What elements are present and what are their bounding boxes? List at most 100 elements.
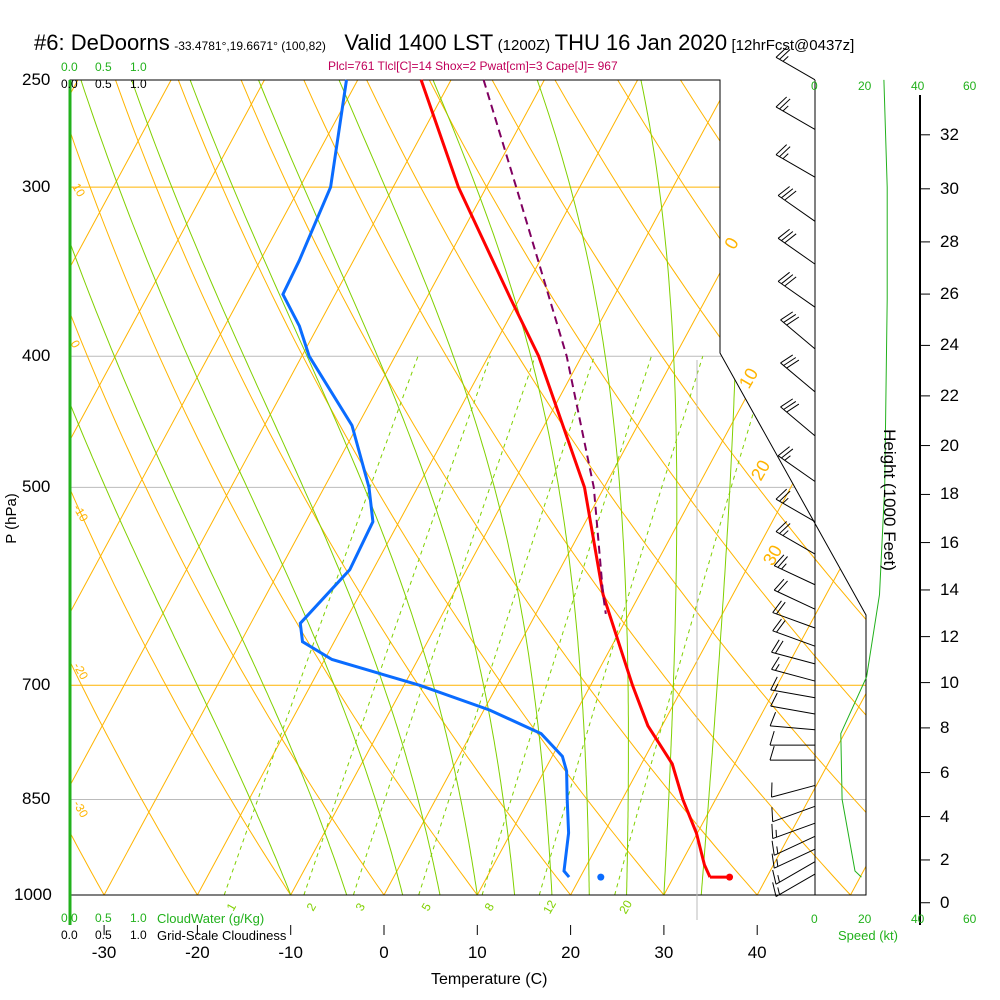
wind-barb	[780, 398, 816, 437]
pressure-tick-label: 250	[22, 69, 51, 89]
barb-feather	[772, 600, 782, 613]
barb-feather	[774, 640, 784, 654]
wind-barb	[777, 186, 816, 222]
pressure-tick-label: 400	[22, 346, 51, 366]
wind-barb	[775, 96, 816, 130]
barb-shaft	[774, 565, 816, 586]
moist-adiabat	[70, 80, 292, 895]
barb-feather	[775, 46, 788, 58]
height-tick-label: 6	[940, 762, 950, 782]
speed-tick-top-1: 20	[858, 79, 872, 93]
barb-feather	[777, 228, 790, 239]
barb-feather	[780, 311, 794, 321]
barb-feather	[782, 153, 789, 160]
barb-feather	[784, 233, 797, 244]
barb-feather	[771, 656, 780, 670]
wind-barb	[777, 228, 816, 265]
wind-barb	[775, 521, 816, 555]
speed-tick-bottom-2: 40	[911, 912, 925, 926]
speed-tick-bottom-3: 60	[963, 912, 977, 926]
barb-shaft	[777, 280, 816, 308]
barb-feather	[783, 314, 797, 323]
barb-shaft	[780, 406, 816, 437]
x-tick-label: 10	[467, 943, 487, 962]
barb-feather	[772, 618, 782, 632]
isotherm-line	[756, 80, 866, 895]
barb-shaft	[774, 848, 816, 869]
wind-barb	[775, 46, 816, 81]
height-tick-label: 4	[940, 806, 950, 826]
cloudiness-tick-top-1: 0.5	[95, 77, 112, 91]
height-tick-label: 18	[940, 484, 959, 504]
barb-feather	[786, 403, 800, 413]
height-tick-label: 22	[940, 385, 959, 405]
barb-feather	[782, 497, 789, 504]
height-tick-label: 10	[940, 672, 959, 692]
barb-feather	[769, 730, 775, 746]
pressure-tick-label: 850	[22, 789, 51, 809]
barb-feather	[777, 580, 788, 593]
wind-barb	[773, 554, 816, 586]
wind-barb	[771, 835, 816, 856]
height-tick-label: 30	[940, 178, 959, 198]
dry-adiabat	[168, 80, 665, 895]
barb-feather	[781, 188, 794, 199]
barb-shaft	[775, 56, 816, 81]
barb-feather	[779, 146, 791, 158]
barb-feather	[781, 563, 787, 570]
barb-feather	[784, 455, 791, 461]
wind-barb	[769, 730, 815, 746]
barb-feather	[774, 683, 779, 691]
barb-feather	[773, 578, 785, 591]
dry-adiabat	[416, 80, 866, 895]
wind-barb	[771, 656, 816, 682]
cloudwater-tick-bottom-1: 0.5	[95, 911, 112, 925]
cloudiness-tick-top-0: 0.0	[61, 77, 78, 91]
cloudwater-tick-bottom-0: 0.0	[61, 911, 78, 925]
x-tick-label: -10	[278, 943, 303, 962]
barb-shaft	[775, 861, 816, 885]
barb-feather	[771, 823, 774, 839]
barb-feather	[782, 55, 789, 62]
x-tick-label: -20	[185, 943, 210, 962]
mixing-ratio-line	[481, 356, 652, 895]
height-tick-label: 32	[940, 124, 959, 144]
barb-feather	[777, 887, 780, 895]
barb-shaft	[770, 689, 816, 699]
wind-barb	[772, 600, 816, 629]
barb-feather	[776, 846, 779, 854]
speed-axis-label: Speed (kt)	[838, 928, 898, 943]
barb-feather	[781, 448, 794, 459]
wind-barb	[777, 446, 816, 482]
barb-feather	[786, 316, 800, 326]
barb-shaft	[777, 455, 816, 482]
y-axis-title: P (hPa)	[2, 493, 20, 544]
height-tick-label: 12	[940, 626, 959, 646]
barb-feather	[773, 554, 785, 567]
barb-feather	[784, 190, 797, 201]
forecast-info: [12hrFcst@0437z]	[731, 37, 855, 54]
barb-shaft	[774, 835, 816, 856]
wind-barb	[775, 144, 816, 178]
wind-barb	[772, 618, 816, 647]
dry-adiabat	[354, 80, 866, 895]
wind-barb	[770, 676, 816, 699]
height-tick-label: 20	[940, 435, 959, 455]
height-tick-label: 14	[940, 579, 959, 599]
barb-feather	[783, 357, 797, 366]
wind-barb	[777, 271, 816, 308]
barb-feather	[772, 869, 777, 885]
wind-barb	[771, 805, 816, 823]
cloudwater-tick-top-0: 0.0	[61, 60, 78, 74]
barb-feather	[772, 882, 777, 897]
wind-barb	[771, 822, 816, 840]
indices-text: Plcl=761 Tlcl[C]=14 Shox=2 Pwat[cm]=3 Ca…	[328, 59, 618, 73]
valid-time: Valid 1400 LST	[344, 30, 494, 55]
barb-shaft	[772, 612, 816, 629]
dry-adiabat	[540, 80, 866, 895]
pressure-tick-label: 700	[22, 675, 51, 695]
moist-adiabat	[338, 80, 553, 895]
barb-feather	[781, 231, 794, 241]
